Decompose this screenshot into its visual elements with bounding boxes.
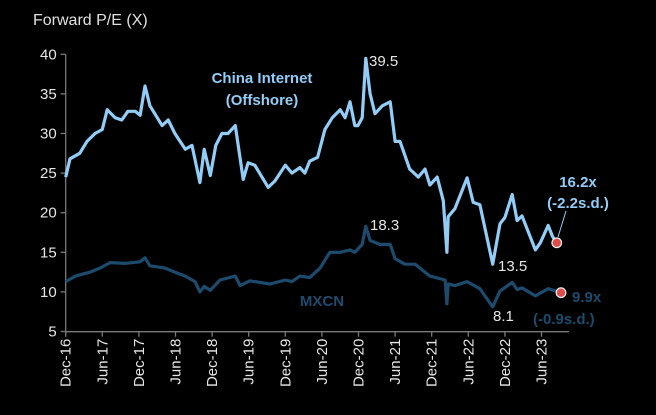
mxcn-peak-label: 18.3 [370, 217, 399, 234]
x-tick-label: Dec-17 [131, 339, 148, 387]
y-tick-label: 30 [40, 126, 57, 143]
mxcn-current-marker [555, 287, 567, 299]
china-internet-line [64, 56, 559, 266]
x-tick-label: Jun-21 [387, 339, 404, 385]
x-tick-label: Jun-23 [534, 339, 551, 385]
y-tick-label: 25 [40, 165, 57, 182]
x-tick-label: Jun-17 [94, 339, 111, 385]
mxcn-current-value: 9.9x [572, 289, 602, 306]
mxcn-label: MXCN [300, 293, 344, 310]
y-tick-label: 5 [48, 324, 56, 341]
x-tick-label: Jun-19 [241, 339, 258, 385]
mxcn-line [64, 224, 562, 309]
china-internet-label-line1: China Internet [212, 70, 313, 87]
series-group [64, 56, 567, 309]
x-tick-label: Jun-18 [168, 339, 185, 385]
mxcn-current-sd: (-0.9s.d.) [533, 311, 595, 328]
x-tick-label: Jun-22 [460, 339, 477, 385]
china-internet-current-marker [551, 237, 563, 249]
china-internet-peak-label: 39.5 [369, 53, 398, 70]
y-tick-label: 20 [40, 205, 57, 222]
china-internet-current-value: 16.2x [559, 174, 597, 191]
china-internet-current-sd: (-2.2s.d.) [547, 195, 609, 212]
y-tick-label: 15 [40, 244, 57, 261]
chart-title: Forward P/E (X) [33, 12, 148, 29]
y-tick-label: 10 [40, 284, 57, 301]
china-internet-label-line2: (Offshore) [226, 92, 299, 109]
mxcn-trough-label: 8.1 [493, 308, 514, 325]
china-internet-trough-label: 13.5 [498, 258, 527, 275]
x-tick-label: Dec-20 [351, 339, 368, 387]
x-tick-label: Dec-18 [204, 339, 221, 387]
y-tick-label: 35 [40, 86, 57, 103]
x-tick-label: Dec-19 [277, 339, 294, 387]
china-internet-leader-line [557, 210, 567, 238]
x-tick-label: Jun-20 [314, 339, 331, 385]
y-tick-label: 40 [40, 46, 57, 63]
x-tick-label: Dec-21 [424, 339, 441, 387]
x-tick-label: Dec-22 [497, 339, 514, 387]
x-tick-label: Dec-16 [58, 339, 75, 387]
